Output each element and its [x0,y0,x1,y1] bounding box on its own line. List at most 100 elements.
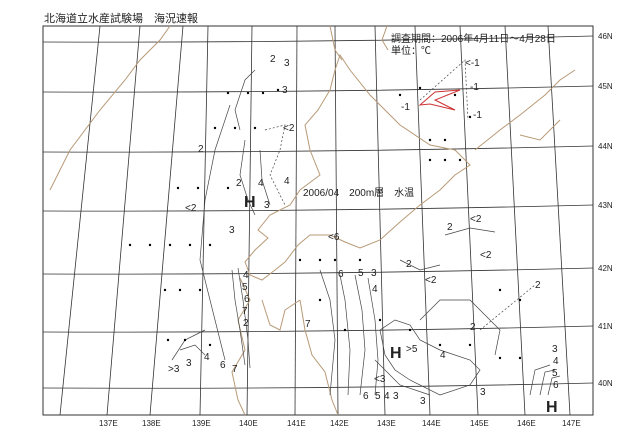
isotherm [547,375,561,396]
station-point [208,343,212,347]
isotherm [379,319,481,396]
contour-label: -1 [470,82,479,93]
isotherm [171,329,206,361]
coast-line [519,119,561,141]
station-point [176,186,180,190]
latitude-line [42,382,594,389]
lon-label: 145E [470,419,489,428]
contour-label: 3 [371,268,377,279]
coast-line [231,277,251,416]
longitude-line [414,25,431,416]
station-point [398,93,402,97]
latitude-line [42,267,594,275]
lon-label: 146E [517,419,536,428]
report-title: 北海道立水産試験場 海況速報 [44,12,198,25]
contour-label: 2 [470,322,476,333]
contour-label: 4 [204,352,210,363]
contour-label: 2 [406,259,412,270]
isotherm [339,274,351,396]
coast-line [299,299,339,416]
lon-label: 140E [239,419,258,428]
station-point [253,126,257,130]
contour-label: 6 [553,380,559,391]
station-point [163,288,167,292]
latitude-line [42,145,594,153]
station-point [298,258,302,262]
longitude-line [294,25,298,416]
contour-label: 4 [258,178,264,189]
station-point [343,328,347,332]
coast-line [49,25,171,191]
station-point [213,126,217,130]
high-marker: H [390,345,402,362]
contour-label: 4 [440,350,446,361]
lat-label: 40N [598,379,613,388]
lon-label: 147E [562,419,581,428]
contour-label: 2 [535,280,541,291]
station-point [438,343,442,347]
map-frame [42,25,594,416]
contour-label: 2 [243,318,249,329]
isotherm-red [418,89,461,111]
coast-line [329,25,343,61]
longitude-line [149,25,184,416]
isotherm [199,104,231,361]
contour-label: 6 [244,294,250,305]
contour-label: 2 [236,178,242,189]
station-point [518,298,522,302]
contour-label: 4 [284,176,290,187]
isotherm [419,299,501,356]
lon-label: 141E [287,419,306,428]
lat-label: 45N [598,82,613,91]
station-point [318,298,322,302]
latitude-line [42,35,594,43]
contour-label: 6 [338,269,344,280]
station-point [458,158,462,162]
station-point [276,88,280,92]
isotherm [354,274,366,396]
station-point [418,86,422,90]
contour-label: <2 [425,275,437,286]
station-point [178,288,182,292]
contour-label: 3 [393,391,399,402]
contour-label: <-1 [465,58,480,69]
station-point [498,288,502,292]
longitude-line [59,25,101,416]
contour-label: 7 [305,319,311,330]
contour-label: 2 [198,144,204,155]
high-marker: H [244,194,256,211]
contour-label: 5 [552,368,558,379]
contour-label: 3 [552,344,558,355]
station-point [453,93,457,97]
station-point [408,328,412,332]
longitude-line [106,25,141,416]
lon-label: 138E [142,419,161,428]
isotherms [171,59,561,396]
latitude-line [42,204,594,212]
station-point [196,186,200,190]
isotherm-dotted [479,284,536,331]
station-point [428,138,432,142]
station-point [261,91,265,95]
contour-label: 4 [384,391,390,402]
station-point [443,138,447,142]
contour-label: 7 [242,306,248,317]
lon-label: 142E [330,419,349,428]
lat-label: 43N [598,201,613,210]
station-point [166,338,170,342]
contour-label: 6 [363,391,369,402]
longitude-line [374,25,386,416]
station-point [468,343,472,347]
station-point [183,338,187,342]
contour-label: 3 [420,396,426,407]
station-point [333,258,337,262]
coast-line [261,299,301,331]
lat-label: 41N [598,322,613,331]
isotherm-dotted [419,59,469,121]
longitude-line [199,25,209,416]
station-point [188,243,192,247]
axis-labels: 46N 45N 44N 43N 42N 41N 40N 137E 138E 139E 140E 141… [99,32,613,428]
contour-label: 2 [447,222,453,233]
